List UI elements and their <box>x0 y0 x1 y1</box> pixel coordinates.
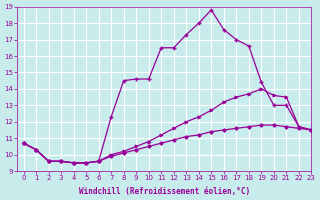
X-axis label: Windchill (Refroidissement éolien,°C): Windchill (Refroidissement éolien,°C) <box>79 187 250 196</box>
